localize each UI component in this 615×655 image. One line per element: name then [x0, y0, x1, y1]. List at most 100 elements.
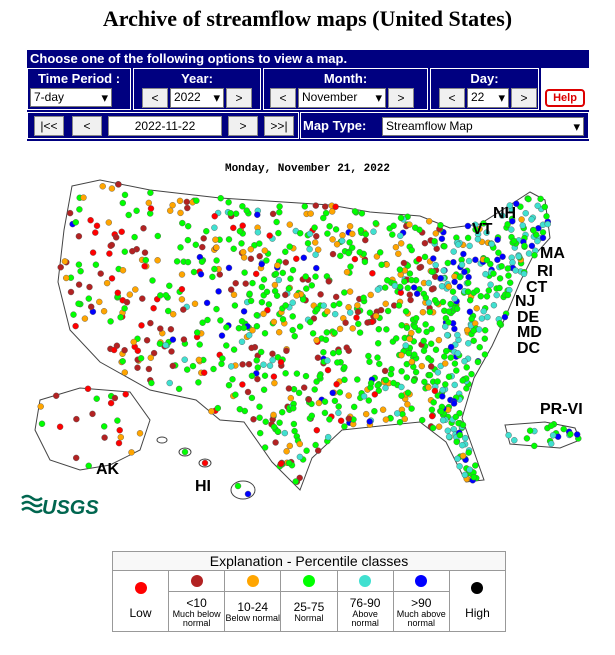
site-dot [117, 434, 125, 441]
month-prev[interactable]: < [270, 88, 296, 108]
year-next[interactable]: > [226, 88, 252, 108]
site-dot [369, 270, 376, 277]
nav-last[interactable]: >>| [264, 116, 294, 136]
year-prev[interactable]: < [142, 88, 168, 108]
site-dot [301, 384, 308, 391]
site-dot [498, 263, 505, 270]
site-dot [248, 372, 256, 380]
site-dot [464, 234, 472, 242]
site-dot [395, 250, 402, 258]
site-dot [375, 387, 382, 394]
site-dot [253, 357, 260, 364]
site-dot [387, 370, 395, 378]
site-dot [461, 471, 469, 479]
site-dot [215, 288, 222, 295]
site-dot [403, 324, 411, 331]
site-dot [315, 447, 322, 454]
month-next[interactable]: > [388, 88, 414, 108]
site-dot [232, 280, 239, 287]
site-dot [181, 448, 189, 456]
site-dot [61, 258, 69, 265]
site-dot [523, 435, 531, 442]
year-select[interactable]: 2022 [170, 88, 224, 108]
nav-date[interactable]: 2022-11-22 [108, 116, 222, 136]
site-dot [366, 358, 373, 365]
site-dot [324, 308, 331, 315]
site-dot [347, 263, 354, 270]
site-dot [283, 448, 290, 455]
site-dot [162, 342, 169, 349]
site-dot [470, 327, 477, 334]
site-dot [106, 250, 113, 257]
year-cell: Year: < 2022 > [133, 68, 261, 110]
site-dot [230, 346, 238, 353]
site-dot [119, 358, 126, 365]
site-dot [413, 290, 421, 297]
day-select[interactable]: 22 [467, 88, 509, 108]
time-period-select[interactable]: 7-day [30, 88, 112, 107]
site-dot [217, 194, 224, 202]
site-dot [440, 267, 447, 274]
site-dot [422, 321, 429, 328]
month-select[interactable]: November [298, 88, 386, 108]
site-dot [384, 277, 391, 284]
nav-first[interactable]: |<< [34, 116, 64, 136]
site-dot [412, 368, 420, 376]
site-dot [100, 308, 108, 315]
site-dot [449, 288, 457, 295]
site-dot [157, 292, 164, 299]
site-dot [243, 207, 250, 214]
site-dot [87, 216, 94, 224]
site-dot [467, 297, 474, 304]
site-dot [168, 348, 175, 355]
nav-prev[interactable]: < [72, 116, 102, 136]
site-dot [421, 378, 428, 386]
site-dot [539, 234, 547, 242]
alaska-outline [34, 387, 151, 471]
site-dot [312, 273, 319, 280]
site-dot [428, 268, 436, 275]
site-dot [293, 370, 301, 377]
help-button[interactable]: Help [545, 89, 585, 107]
site-dot [115, 181, 122, 188]
site-dot [275, 276, 282, 284]
site-dot [426, 371, 434, 379]
site-dot [203, 227, 210, 235]
site-dot [258, 283, 266, 291]
site-dot [429, 424, 437, 432]
site-dot [398, 240, 405, 247]
site-dot [289, 299, 296, 306]
site-dot [362, 230, 369, 238]
site-dot [238, 318, 246, 325]
day-prev[interactable]: < [439, 88, 465, 108]
site-dot [406, 270, 414, 277]
site-dot [401, 415, 408, 423]
map-type-select[interactable]: Streamflow Map [382, 117, 584, 136]
site-dot [371, 391, 378, 398]
legend: Explanation - Percentile classes Low High… [112, 551, 507, 632]
site-dot [121, 191, 129, 199]
site-dot [126, 291, 134, 298]
day-label: Day: [470, 71, 499, 86]
site-dot [459, 377, 466, 384]
day-next[interactable]: > [511, 88, 537, 108]
legend-description: Much below normal [172, 608, 221, 628]
site-dot [121, 305, 128, 312]
site-dot [276, 419, 283, 426]
site-dot [217, 317, 224, 324]
nav-next[interactable]: > [228, 116, 258, 136]
site-dot [307, 210, 314, 217]
site-dot [445, 373, 453, 380]
site-dot [329, 208, 336, 215]
site-dot [331, 397, 339, 405]
site-dot [504, 265, 511, 272]
legend-description: Below normal [225, 613, 280, 623]
site-dot [434, 378, 441, 385]
legend-cell: 10-24 Below normal [224, 591, 282, 632]
site-dot [70, 311, 77, 318]
site-dot [468, 370, 475, 378]
site-dot [416, 264, 423, 271]
site-dot [199, 319, 206, 326]
site-dot [200, 235, 207, 242]
site-dot [313, 264, 320, 272]
